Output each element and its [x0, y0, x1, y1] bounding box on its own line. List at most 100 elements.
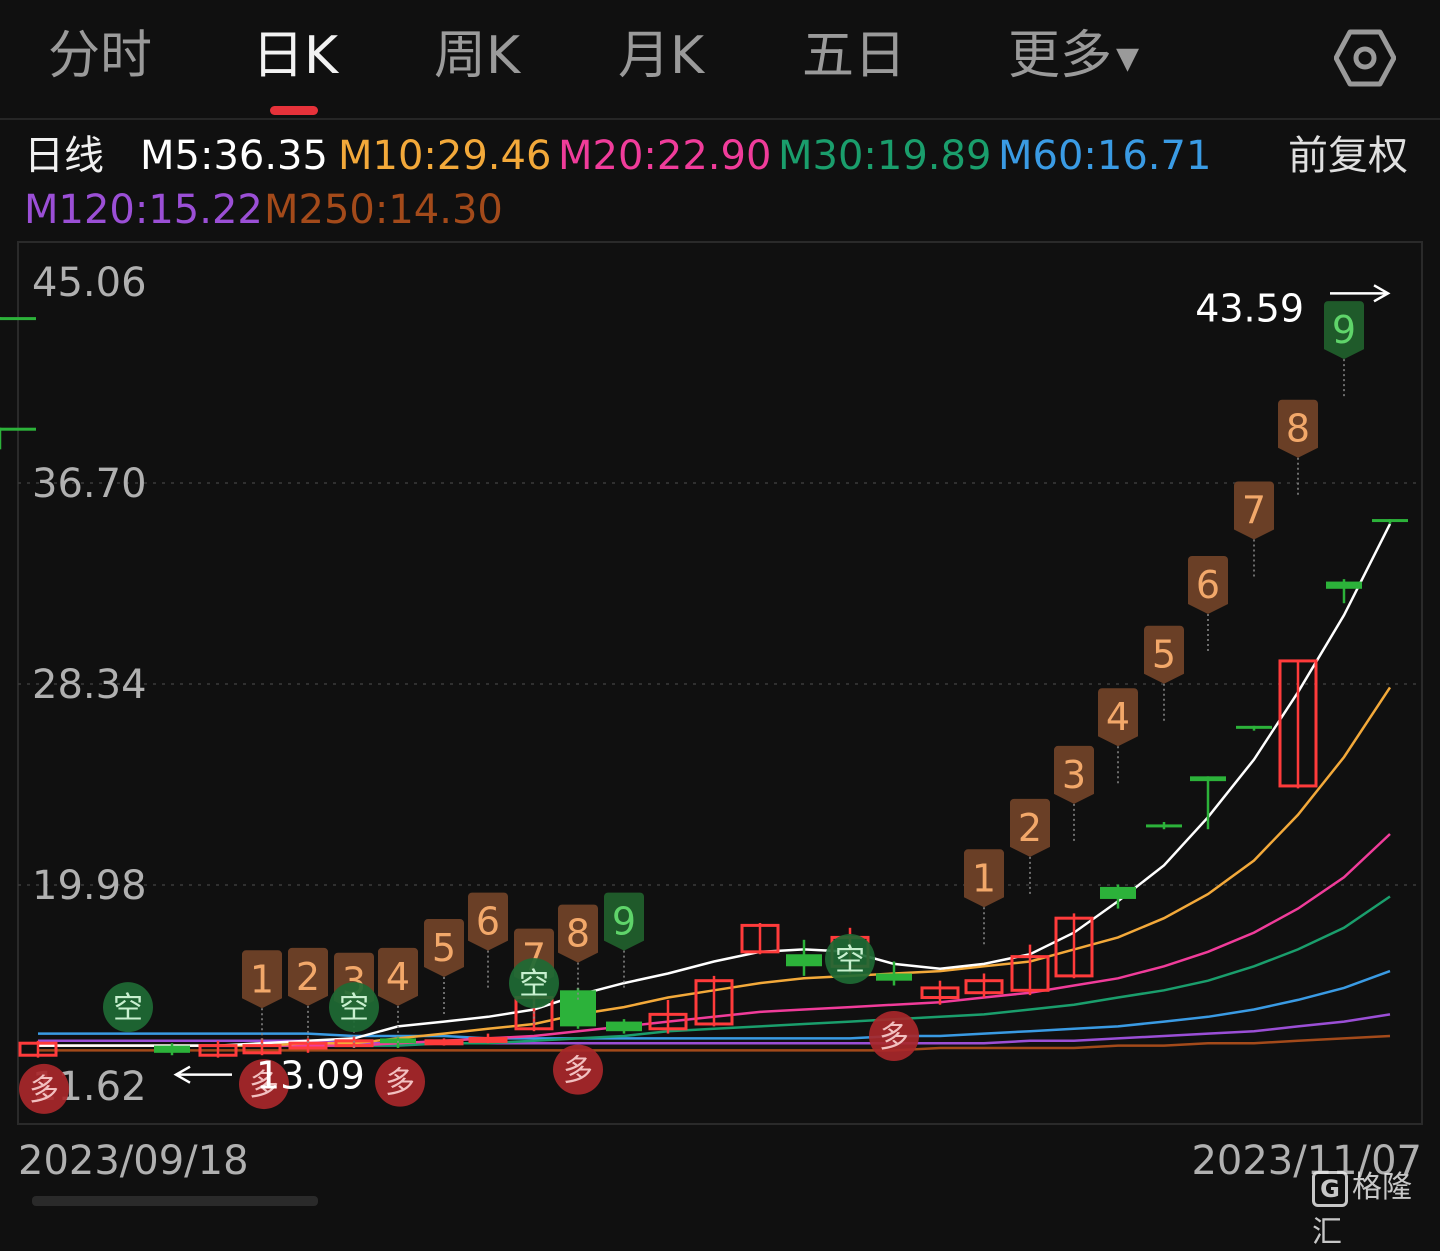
ma20-label: M20:22.90	[558, 133, 772, 179]
y-tick-label: 28.34	[32, 662, 147, 708]
short-signal-badge: 空	[329, 982, 379, 1033]
signal-badges: 空空空空多多多多多	[19, 934, 919, 1114]
min-arrow-head	[173, 1065, 191, 1084]
caret-down-icon: ▼	[1116, 41, 1140, 76]
td-marker: 6	[468, 892, 508, 991]
tab-five-day[interactable]: 五日	[802, 26, 907, 86]
tab-monthly-k[interactable]: 月K	[618, 26, 705, 86]
candle	[920, 980, 960, 1005]
signal-badge-circle	[869, 1010, 919, 1061]
signal-badge-label: 多	[249, 1068, 279, 1103]
tab-more-label: 更多	[1008, 26, 1113, 86]
td-marker-tag	[424, 919, 464, 978]
range-scrollbar[interactable]	[32, 1196, 318, 1206]
max-arrow-head	[1373, 284, 1391, 303]
candle-body	[1146, 824, 1182, 828]
candle	[786, 939, 822, 976]
signal-badge-circle	[19, 1063, 69, 1114]
tab-more[interactable]: 更多 ▼	[1008, 24, 1139, 91]
td-marker-tag	[1054, 745, 1094, 804]
td-marker-label: 9	[612, 900, 636, 944]
candle-body	[288, 1041, 328, 1050]
candle	[694, 975, 734, 1027]
plot-frame	[17, 241, 1423, 1125]
ma-line-m250	[38, 1034, 1391, 1052]
td-marker-tag	[378, 947, 418, 1006]
long-signal-badge: 多	[375, 1056, 425, 1107]
candle	[1054, 913, 1094, 979]
td-marker-tag	[1098, 688, 1138, 747]
signal-badge-label: 空	[339, 991, 369, 1026]
td-marker-tag	[468, 892, 508, 951]
td-marker-label: 5	[432, 926, 456, 970]
extreme-markers: 43.59 13.09	[173, 284, 1391, 1098]
signal-badge-circle	[103, 982, 153, 1033]
td-marker-label: 4	[386, 955, 410, 999]
candle-body	[1372, 519, 1408, 523]
td-marker: 5	[424, 919, 464, 1018]
td-marker-label: 7	[1242, 488, 1266, 532]
td-marker-tag	[604, 892, 644, 951]
candle	[242, 1038, 282, 1056]
td-marker-label: 2	[1018, 806, 1042, 850]
candle	[606, 1019, 642, 1034]
ma-line-m5	[38, 523, 1392, 1047]
tab-divider	[0, 118, 1440, 120]
candle-body	[740, 923, 780, 954]
td-marker-label: 8	[566, 912, 590, 956]
td-marker: 6	[1188, 555, 1228, 654]
ma5-label: M5:36.35	[140, 133, 328, 179]
candle	[876, 961, 912, 986]
candle	[1100, 884, 1136, 909]
signal-badge-label: 多	[385, 1066, 415, 1101]
candle	[0, 317, 36, 321]
ma250-label: M250:14.30	[264, 187, 503, 233]
td-marker-tag	[558, 904, 598, 963]
td-marker-label: 8	[1286, 407, 1310, 451]
td-marker-tag	[1324, 301, 1364, 360]
candle-body	[964, 979, 1004, 995]
active-tab-indicator	[270, 106, 318, 115]
candle	[648, 999, 688, 1034]
td-marker-label: 6	[476, 900, 500, 944]
y-tick-label: 19.98	[32, 863, 147, 909]
y-tick-label: 45.06	[32, 260, 147, 306]
candle	[154, 1043, 190, 1056]
td-marker-label: 2	[296, 955, 320, 999]
tab-weekly-k[interactable]: 周K	[434, 26, 521, 86]
candle-body	[1326, 581, 1362, 589]
signal-badge-label: 多	[879, 1020, 909, 1055]
candle-body	[1054, 916, 1094, 978]
candle-body	[920, 986, 960, 1000]
td-marker: 9	[604, 892, 644, 991]
signal-badge-circle	[825, 934, 875, 985]
short-signal-badge: 空	[509, 958, 559, 1009]
watermark-logo-mark: G	[1312, 1170, 1348, 1207]
signal-badge-circle	[553, 1044, 603, 1095]
long-signal-badge: 多	[553, 1044, 603, 1095]
adjust-mode-button[interactable]: 前复权	[1288, 133, 1408, 179]
td-marker: 4	[378, 947, 418, 1046]
td-marker: 5	[1144, 625, 1184, 724]
tab-daily-k[interactable]: 日K	[252, 26, 339, 86]
td-marker-tag	[1278, 399, 1318, 458]
short-signal-badge: 空	[825, 934, 875, 985]
tab-intraday[interactable]: 分时	[48, 26, 153, 86]
td-marker: 2	[1010, 798, 1050, 897]
period-label: 日线	[24, 133, 104, 179]
candle	[424, 1038, 464, 1046]
td-marker: 9	[1324, 301, 1364, 400]
hexagon-settings-icon[interactable]	[1334, 28, 1396, 88]
candle-body	[468, 1036, 508, 1043]
ma-line-m10	[38, 686, 1392, 1047]
td-marker: 3	[1054, 745, 1094, 844]
ma30-label: M30:19.89	[778, 133, 992, 179]
td-marker-tag	[964, 849, 1004, 908]
signal-badge-label: 空	[519, 967, 549, 1002]
candle-body	[606, 1021, 642, 1032]
candle	[1010, 944, 1050, 996]
td-marker-label: 9	[1332, 308, 1356, 352]
candle-body	[0, 317, 36, 321]
